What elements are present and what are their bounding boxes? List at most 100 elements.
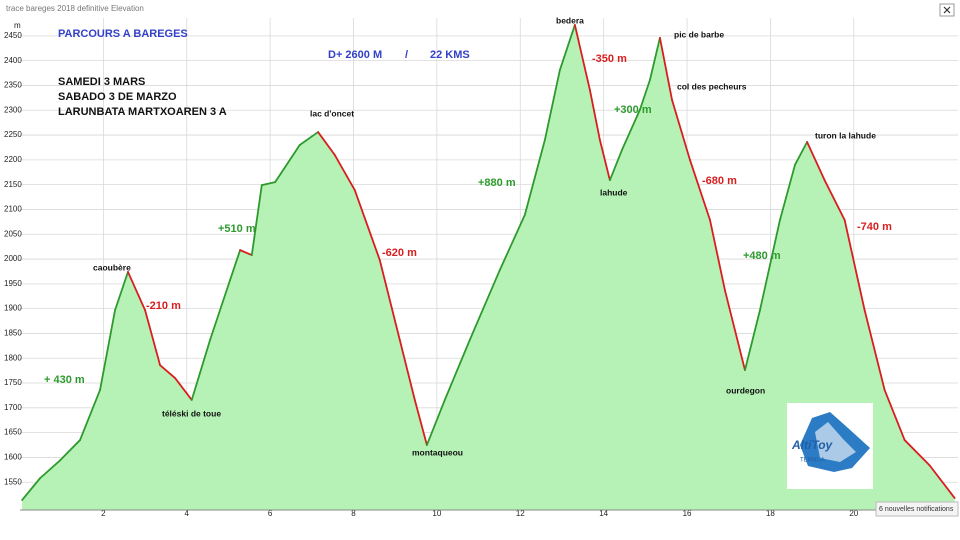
profile-segment [159,364,176,379]
profile-segment [689,158,711,221]
gain-label: -680 m [702,175,737,187]
profile-segment [260,181,277,187]
profile-segment [127,271,146,312]
y-tick-label: 1750 [4,378,22,387]
profile-segment [928,464,956,499]
gain-label: -210 m [146,300,181,312]
profile-segment [649,36,661,81]
profile-segment [353,189,381,261]
info-text: SAMEDI 3 MARS [58,76,145,88]
x-tick-label: 12 [516,509,525,518]
gain-label: +880 m [478,177,516,189]
profile-segment [333,153,356,192]
profile-segment [250,184,263,256]
profile-segment [598,139,611,182]
logo-name: AltiToy [791,438,834,452]
profile-segment [498,213,526,271]
y-axis-label: m [14,21,21,30]
profile-segment [443,338,471,401]
y-tick-label: 2250 [4,130,22,139]
profile-segment [190,338,212,401]
close-icon[interactable] [943,6,951,14]
profile-segment [298,131,319,146]
profile-segment [588,89,601,141]
profile-segment [903,439,931,467]
profile-segment [378,259,401,341]
profile-segment [468,269,501,341]
x-tick-label: 2 [101,509,106,518]
y-tick-label: 2150 [4,180,22,189]
y-tick-label: 2050 [4,229,22,238]
x-tick-label: 20 [849,509,858,518]
profile-segment [639,79,651,111]
y-tick-label: 1650 [4,428,22,437]
profile-segment [794,141,808,166]
profile-segment [759,218,781,312]
profile-segment [425,398,446,446]
profile-segment [209,278,232,341]
y-tick-label: 2400 [4,56,22,65]
plot: 1550 1600 1650 1700 1750 1800 1850 1900 1950 2000… [4,15,958,518]
profile-segment [274,144,301,184]
profile-segment [543,69,561,141]
logo-sub: TERNUA [800,458,825,464]
profile-segment [709,218,726,292]
gain-label: +510 m [218,223,256,235]
y-tick-label: 1900 [4,304,22,313]
info-text: / [405,49,408,61]
profile-segment [744,309,761,372]
y-tick-label: 2000 [4,254,22,263]
profile-segment [573,24,591,91]
y-tick-label: 2300 [4,105,22,114]
profile-segment [558,24,576,71]
x-tick-label: 14 [599,509,608,518]
place-label: montaqueou [412,447,463,457]
y-tick-label: 1600 [4,453,22,462]
profile-segment [608,149,623,182]
notification-text[interactable]: 6 nouvelles notifications [879,506,954,513]
profile-segment [724,289,746,372]
place-label: pic de barbe [674,29,724,39]
profile-segment [21,477,41,501]
profile-segment [413,398,428,446]
notification-box[interactable] [875,501,959,517]
gain-label: +480 m [743,250,781,262]
y-tick-label: 2100 [4,205,22,214]
profile-segment [59,439,81,462]
profile-segment [659,36,673,101]
y-tick-label: 1700 [4,403,22,412]
x-tick-label: 6 [268,509,273,518]
profile-segment [779,163,796,221]
logo-highlight [815,422,856,462]
profile-segment [79,389,101,441]
profile-segment [863,309,886,391]
profile-segment [398,338,416,401]
profile-segment [671,98,691,161]
y-tick-label: 1550 [4,477,22,486]
profile-segment [174,377,193,401]
place-label: caoubère [93,262,131,272]
profile-segment [317,131,336,156]
place-label: ourdegon [726,385,765,395]
profile-segment [883,389,906,441]
profile-segment [99,309,116,391]
profile-segment [114,271,129,312]
profile-segment [621,108,641,151]
area-fill [22,24,955,511]
profile-segment [39,459,61,480]
gain-label: + 430 m [44,374,85,386]
y-tick-label: 1850 [4,329,22,338]
profile-segment [523,139,546,216]
x-tick-label: 8 [351,509,356,518]
profile-segment [144,309,161,367]
profile-segment [229,249,242,281]
close-button[interactable] [939,3,955,17]
place-label: téléski de toue [162,408,221,418]
y-tick-label: 2350 [4,81,22,90]
gain-label: +300 m [614,104,652,116]
gain-label: -620 m [382,247,417,259]
y-tick-label: 1950 [4,279,22,288]
place-label: col des pecheurs [677,81,747,91]
x-tick-label: 18 [766,509,775,518]
